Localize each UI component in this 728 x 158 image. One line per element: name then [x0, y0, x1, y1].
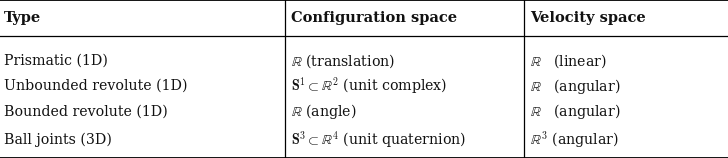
Text: Type: Type: [4, 11, 41, 25]
Text: $\mathbb{R}$   (angular): $\mathbb{R}$ (angular): [530, 77, 620, 96]
Text: Unbounded revolute (1D): Unbounded revolute (1D): [4, 79, 187, 93]
Text: Bounded revolute (1D): Bounded revolute (1D): [4, 104, 167, 118]
Text: $\mathbf{S}^3 \subset \mathbb{R}^4$ (unit quaternion): $\mathbf{S}^3 \subset \mathbb{R}^4$ (uni…: [291, 129, 467, 151]
Text: Velocity space: Velocity space: [530, 11, 646, 25]
Text: $\mathbf{S}^1 \subset \mathbb{R}^2$ (unit complex): $\mathbf{S}^1 \subset \mathbb{R}^2$ (uni…: [291, 75, 448, 97]
Text: $\mathbb{R}$   (linear): $\mathbb{R}$ (linear): [530, 52, 606, 70]
Text: Ball joints (3D): Ball joints (3D): [4, 133, 111, 147]
Text: $\mathbb{R}^3$ (angular): $\mathbb{R}^3$ (angular): [530, 129, 619, 151]
Text: Prismatic (1D): Prismatic (1D): [4, 54, 108, 68]
Text: $\mathbb{R}$   (angular): $\mathbb{R}$ (angular): [530, 102, 620, 121]
Text: $\mathbb{R}$ (translation): $\mathbb{R}$ (translation): [291, 52, 395, 70]
Text: $\mathbb{R}$ (angle): $\mathbb{R}$ (angle): [291, 102, 357, 121]
Text: Configuration space: Configuration space: [291, 11, 457, 25]
